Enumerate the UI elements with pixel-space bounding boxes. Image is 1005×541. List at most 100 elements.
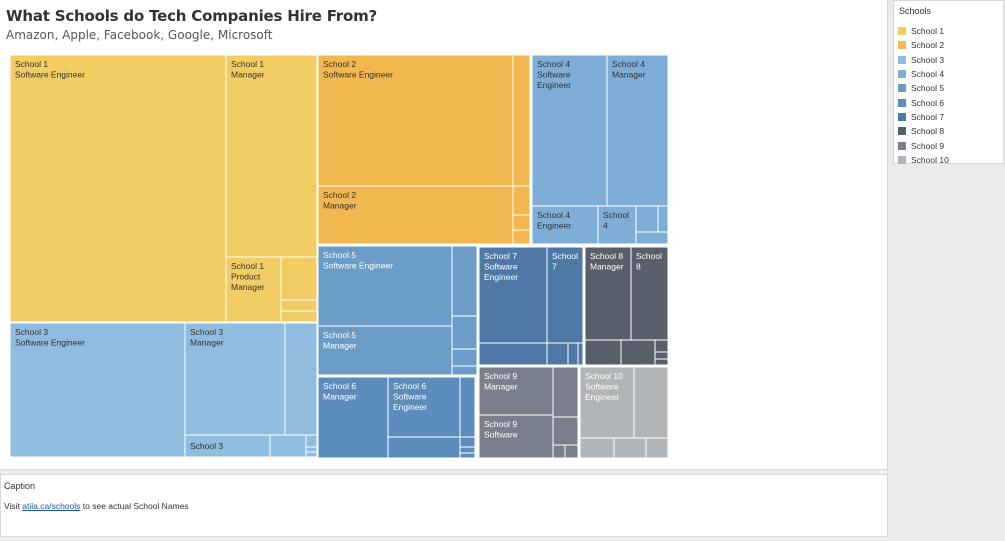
tile-school-4-software-engineer[interactable]: [531, 54, 608, 207]
tile-school-9[interactable]: [552, 366, 579, 418]
caption-text: Visit atila.ca/schools to see actual Sch…: [4, 501, 189, 511]
tile-label: School 9 Software: [484, 419, 518, 440]
legend-label: School 7: [911, 111, 945, 122]
tile-school-2[interactable]: [512, 229, 531, 245]
tile-school-10[interactable]: [579, 437, 615, 459]
tile-school-9[interactable]: [552, 416, 579, 446]
tile-school-1-product-manager[interactable]: [225, 256, 282, 323]
tile-school-8[interactable]: [584, 339, 622, 366]
tile-school-8[interactable]: [630, 246, 669, 341]
tile-school-1[interactable]: [280, 256, 318, 301]
legend-swatch: [898, 127, 906, 136]
legend-swatch: [898, 27, 906, 36]
tile-school-10[interactable]: [613, 437, 647, 459]
tile-school-7[interactable]: [546, 342, 569, 366]
tile-school-6[interactable]: [459, 452, 476, 459]
tile-school-5[interactable]: [451, 315, 478, 350]
tile-school-8[interactable]: [620, 339, 656, 366]
tile-school-1-manager[interactable]: [225, 54, 318, 258]
tile-school-1-software-engineer[interactable]: [9, 54, 227, 323]
tile-school-6[interactable]: [459, 446, 476, 454]
tile-school-7[interactable]: [577, 342, 584, 366]
tile-school-2[interactable]: [512, 185, 531, 216]
tile-school-4[interactable]: [635, 231, 669, 245]
caption-text-after: to see actual School Names: [80, 501, 189, 511]
tile-school-5-manager[interactable]: [317, 325, 453, 376]
legend-label: School 4: [911, 69, 945, 80]
legend-item[interactable]: School 2: [898, 38, 949, 52]
tile-school-5[interactable]: [451, 348, 478, 367]
tile-school-3-software-engineer[interactable]: [9, 322, 186, 458]
tile-school-8[interactable]: [654, 358, 669, 366]
tile-school-9-software[interactable]: [478, 414, 554, 459]
tile-school-7[interactable]: [546, 246, 584, 344]
tile-school-8[interactable]: [654, 351, 669, 360]
legend-item[interactable]: School 4: [898, 67, 949, 81]
tile-school-9[interactable]: [564, 444, 579, 459]
tile-school-3-manager[interactable]: [184, 322, 286, 436]
schools-link[interactable]: atila.ca/schools: [22, 501, 81, 511]
tile-label: School 1 Manager: [231, 59, 265, 80]
tile-school-6-manager[interactable]: [317, 376, 389, 459]
tile-school-2-manager[interactable]: [317, 185, 514, 245]
tile-school-6-software-engineer[interactable]: [387, 376, 461, 438]
tile-label: School 4 Engineer: [537, 210, 571, 231]
legend-item[interactable]: School 10: [898, 153, 949, 167]
caption-title: Caption: [4, 481, 36, 491]
legend-item[interactable]: School 6: [898, 95, 949, 109]
tile-school-1[interactable]: [280, 299, 318, 312]
tile-school-3[interactable]: [305, 451, 318, 458]
tile-school-3[interactable]: [305, 446, 318, 453]
tile-label: School 8: [636, 251, 662, 272]
legend-item[interactable]: School 1: [898, 24, 949, 38]
tile-school-6[interactable]: [459, 376, 476, 438]
legend-item[interactable]: School 8: [898, 124, 949, 138]
tile-school-2[interactable]: [512, 54, 531, 187]
tile-label: School 3 Software Engineer: [15, 327, 85, 348]
legend-item[interactable]: School 5: [898, 81, 949, 95]
tile-school-6[interactable]: [459, 436, 476, 448]
legend-item[interactable]: School 9: [898, 138, 949, 152]
tile-label: School 4 Manager: [612, 59, 646, 80]
tile-school-4[interactable]: [657, 205, 669, 233]
tile-school-9[interactable]: [552, 444, 566, 459]
tile-school-3[interactable]: [284, 322, 318, 436]
tile-school-7[interactable]: [567, 342, 579, 366]
tile-school-4[interactable]: [597, 205, 637, 245]
tile-school-8[interactable]: [654, 339, 669, 353]
tile-label: School 5 Manager: [323, 330, 357, 351]
tile-label: School 3 Manager: [190, 327, 224, 348]
legend-swatch: [898, 112, 906, 121]
page-subtitle: Amazon, Apple, Facebook, Google, Microso…: [6, 28, 273, 42]
tile-school-10[interactable]: [645, 437, 669, 459]
legend-item[interactable]: School 3: [898, 53, 949, 67]
tile-school-3[interactable]: [305, 434, 318, 448]
tile-school-5[interactable]: [451, 365, 478, 376]
tile-label: School 2 Manager: [323, 190, 357, 211]
tile-school-7-software-engineer[interactable]: [478, 246, 548, 344]
tile-school-5-software-engineer[interactable]: [317, 245, 453, 327]
tile-school-10-software-engineer[interactable]: [579, 366, 635, 439]
tile-school-2[interactable]: [512, 214, 531, 231]
tile-school-7[interactable]: [478, 342, 548, 366]
legend-swatch: [898, 141, 906, 150]
legend-swatch: [898, 70, 906, 79]
caption-text-before: Visit: [4, 501, 23, 511]
tile-school-4[interactable]: [635, 205, 659, 233]
legend-label: School 9: [911, 140, 945, 151]
legend-title: Schools: [899, 6, 932, 16]
legend-item[interactable]: School 7: [898, 110, 949, 124]
legend-swatch: [898, 55, 906, 64]
legend-swatch: [898, 155, 906, 164]
tile-label: School 5 Software Engineer: [323, 250, 393, 271]
tile-school-8-manager[interactable]: [584, 246, 632, 341]
tile-school-1[interactable]: [280, 310, 318, 323]
tile-label: School 3: [190, 441, 223, 451]
legend-label: School 6: [911, 97, 945, 108]
tile-school-4-engineer[interactable]: [531, 205, 599, 245]
tile-school-6[interactable]: [387, 436, 461, 459]
tile-school-5[interactable]: [451, 245, 478, 317]
tile-school-10[interactable]: [633, 366, 669, 439]
tile-school-3[interactable]: [269, 434, 307, 458]
tile-label: School 1 Product Manager: [231, 261, 265, 292]
